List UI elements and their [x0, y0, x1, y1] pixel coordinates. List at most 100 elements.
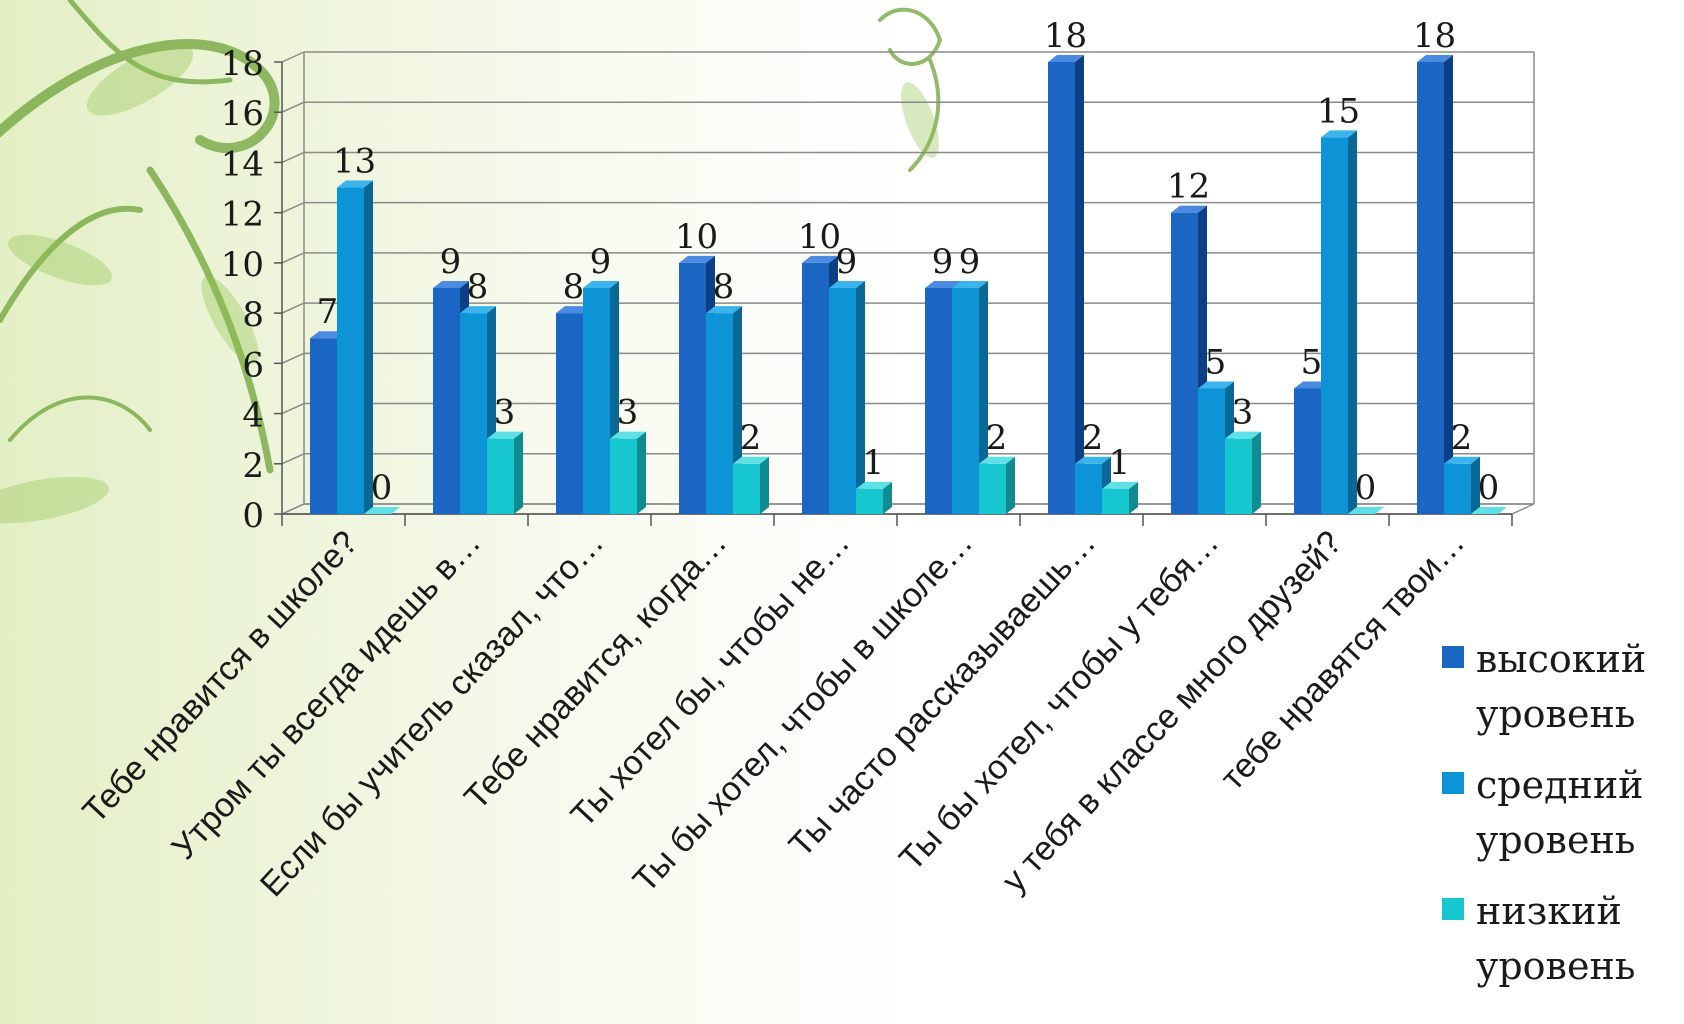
data-label: 3 [494, 393, 516, 433]
legend-item-high: высокий уровень [1442, 632, 1682, 742]
bar-top [1321, 130, 1357, 138]
data-label: 5 [1205, 342, 1227, 382]
data-label: 1 [863, 443, 885, 483]
bar-top [487, 431, 523, 439]
legend-label-low: низкий уровень [1476, 889, 1636, 988]
legend-label-high: высокий уровень [1476, 637, 1647, 736]
data-label: 0 [1478, 468, 1500, 508]
bar [310, 338, 337, 514]
bar [925, 288, 952, 514]
bar [337, 187, 364, 515]
gridline-depth [281, 402, 305, 415]
bar-top [364, 507, 400, 514]
data-label: 3 [1232, 393, 1254, 433]
data-label: 2 [986, 418, 1008, 458]
bar-top [733, 456, 769, 464]
y-tick-label: 8 [242, 295, 264, 335]
bar-side [856, 281, 865, 514]
gridline-depth [281, 453, 305, 465]
data-label: 15 [1317, 91, 1360, 131]
bar [1075, 463, 1102, 514]
bar-top [1444, 456, 1480, 464]
bar [1102, 488, 1129, 514]
gridline-depth [281, 252, 305, 264]
data-label: 5 [1301, 342, 1323, 382]
bar-top [1048, 55, 1084, 62]
data-label: 8 [563, 267, 585, 307]
data-label: 2 [1082, 418, 1104, 458]
bar-top [1348, 507, 1384, 514]
bar-side [637, 431, 646, 514]
bar [856, 488, 883, 514]
bar-side [364, 180, 373, 515]
bar-side [883, 481, 892, 514]
data-label: 1 [1109, 443, 1131, 483]
bar-top [433, 281, 469, 288]
data-label: 8 [713, 267, 735, 307]
bar [487, 438, 514, 514]
y-tick-label: 4 [242, 396, 264, 436]
bar-side [1348, 130, 1357, 515]
bar [556, 313, 583, 514]
gridline-depth [281, 302, 305, 314]
bar [829, 288, 856, 514]
bar-side [1252, 431, 1261, 514]
bar [583, 288, 610, 514]
legend-swatch-low [1442, 898, 1464, 920]
y-tick-label: 12 [221, 195, 264, 235]
bar [733, 463, 760, 514]
legend-item-low: низкий уровень [1442, 884, 1682, 994]
bar-top [1102, 481, 1138, 489]
bar-top [829, 281, 865, 288]
data-label: 18 [1044, 16, 1087, 56]
bar-side [760, 456, 769, 514]
data-label: 9 [932, 242, 954, 282]
bar-side [1444, 55, 1453, 514]
data-label: 3 [617, 393, 639, 433]
y-tick-label: 18 [221, 44, 264, 84]
data-label: 8 [467, 267, 489, 307]
y-tick-label: 6 [242, 345, 264, 385]
data-label: 10 [675, 217, 718, 257]
data-label: 0 [1355, 468, 1377, 508]
bar [1171, 212, 1198, 514]
legend-swatch-medium [1442, 772, 1464, 794]
bar [1321, 137, 1348, 515]
legend-item-medium: средний уровень [1442, 758, 1682, 868]
bar-top [925, 281, 961, 288]
bar-top [1075, 456, 1111, 464]
bar-top [610, 431, 646, 439]
bar-side [514, 431, 523, 514]
gridline-depth [281, 352, 305, 365]
y-tick-label: 16 [221, 94, 264, 134]
data-label: 13 [333, 142, 376, 182]
bar [679, 262, 706, 514]
gridline-depth [281, 201, 305, 214]
y-tick-label: 0 [242, 496, 264, 536]
gridline-depth [281, 151, 305, 164]
bar-side [1006, 456, 1015, 514]
y-tick-label: 14 [221, 144, 264, 184]
bar [433, 288, 460, 514]
bar [1225, 438, 1252, 514]
bar [460, 313, 487, 514]
bar-top [679, 255, 715, 263]
data-label: 7 [317, 292, 339, 332]
data-label: 9 [590, 242, 612, 282]
bar [706, 313, 733, 514]
data-label: 9 [959, 242, 981, 282]
data-label: 2 [1451, 418, 1473, 458]
bar-top [583, 281, 619, 288]
gridline-depth [281, 51, 305, 63]
bar-side [1471, 456, 1480, 514]
bar [1417, 62, 1444, 514]
bar-side [979, 281, 988, 514]
legend: высокий уровень средний уровень низкий у… [1442, 632, 1682, 1010]
bar-top [1417, 55, 1453, 62]
bar [802, 262, 829, 514]
bar-top [952, 281, 988, 288]
data-label: 10 [798, 217, 841, 257]
